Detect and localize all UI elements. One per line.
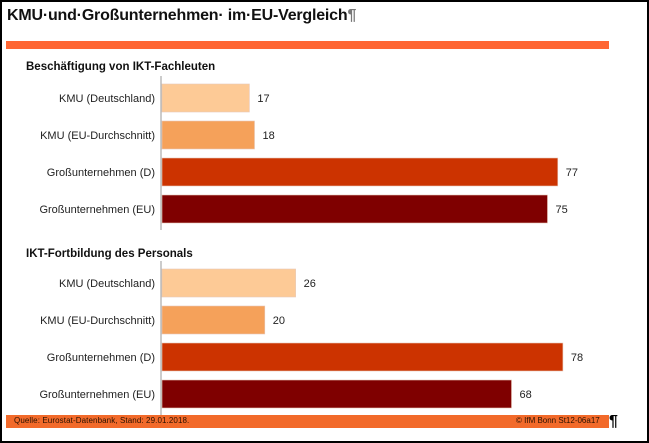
page-title: KMU·und·Großunternehmen· im·EU-Vergleich… bbox=[7, 7, 356, 25]
title-text: KMU·und·Großunternehmen· im·EU-Vergleich bbox=[7, 7, 348, 24]
footer-source: Quelle: Eurostat-Datenbank, Stand: 29.01… bbox=[14, 416, 190, 425]
data-label: 20 bbox=[273, 315, 285, 327]
bar-kmu-de bbox=[161, 83, 250, 113]
title-rule bbox=[6, 41, 609, 49]
category-label: Großunternehmen (EU) bbox=[39, 389, 155, 401]
category-label: Großunternehmen (D) bbox=[47, 352, 155, 364]
panel-title-1: Beschäftigung von IKT-Fachleuten bbox=[26, 61, 215, 73]
data-label: 26 bbox=[304, 278, 316, 290]
bar-gross-eu bbox=[161, 379, 512, 409]
data-label: 17 bbox=[257, 93, 269, 105]
category-label: KMU (EU-Durchschnitt) bbox=[40, 315, 155, 327]
category-label: Großunternehmen (EU) bbox=[39, 204, 155, 216]
data-label: 68 bbox=[520, 389, 532, 401]
data-label: 18 bbox=[263, 130, 275, 142]
category-label: KMU (Deutschland) bbox=[59, 93, 155, 105]
panel-title-2: IKT-Fortbildung des Personals bbox=[26, 248, 193, 260]
bar-kmu-de bbox=[161, 268, 296, 298]
footer-pilcrow: ¶ bbox=[609, 413, 618, 430]
category-label: KMU (EU-Durchschnitt) bbox=[40, 130, 155, 142]
data-label: 77 bbox=[566, 167, 578, 179]
bar-gross-de bbox=[161, 157, 559, 187]
data-label: 78 bbox=[571, 352, 583, 364]
bar-gross-eu bbox=[161, 194, 548, 224]
category-label: Großunternehmen (D) bbox=[47, 167, 155, 179]
bar-gross-de bbox=[161, 342, 564, 372]
category-label: KMU (Deutschland) bbox=[59, 278, 155, 290]
data-label: 75 bbox=[556, 204, 568, 216]
pilcrow-mark: ¶ bbox=[347, 7, 357, 24]
bar-kmu-eu bbox=[161, 305, 266, 335]
footer-credit: © IfM Bonn St12-06a17 bbox=[516, 416, 600, 425]
footer-bar bbox=[6, 415, 609, 428]
bar-kmu-eu bbox=[161, 120, 255, 150]
